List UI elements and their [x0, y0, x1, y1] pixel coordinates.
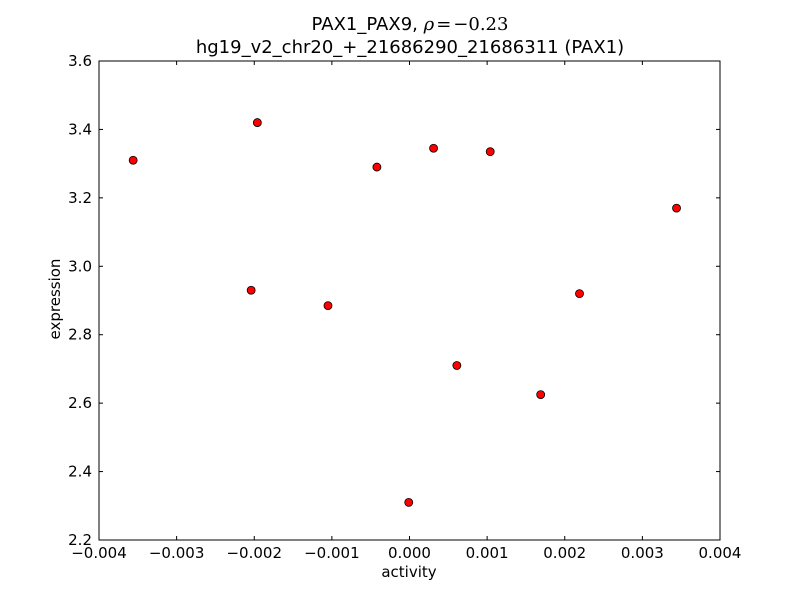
- data-point: [323, 301, 333, 311]
- data-point: [575, 289, 584, 299]
- plot-frame: [98, 60, 721, 541]
- data-point: [372, 162, 382, 172]
- y-tick-label: 3.4: [68, 120, 92, 138]
- points-layer: [128, 118, 681, 507]
- title-rho-symbol: ρ: [423, 14, 435, 35]
- x-tick-label: 0.004: [699, 544, 742, 562]
- x-tick-label: 0.000: [388, 544, 431, 562]
- title-prefix: PAX1_PAX9,: [312, 14, 424, 35]
- data-point: [536, 390, 546, 399]
- data-point: [252, 118, 262, 127]
- x-tick-label: −0.002: [226, 544, 282, 562]
- chart-title-line1: PAX1_PAX9, ρ = −0.23: [312, 14, 509, 35]
- y-tick-label: 3.2: [68, 189, 92, 207]
- ticks-layer: −0.004 −0.003 −0.002 −0.001 0.000 0.001 0.002 0…: [68, 52, 741, 562]
- data-point: [246, 285, 256, 295]
- x-tick-label: 0.003: [621, 544, 664, 562]
- data-point: [672, 203, 681, 213]
- data-point: [485, 147, 495, 157]
- y-tick-label: 2.4: [68, 463, 92, 481]
- y-tick-label: 3.0: [68, 257, 92, 275]
- x-tick-label: −0.001: [304, 544, 360, 562]
- y-tick-label: 2.6: [68, 394, 92, 412]
- x-tick-label: 0.002: [543, 544, 586, 562]
- x-tick-label: −0.004: [71, 544, 127, 562]
- x-tick-label: −0.003: [149, 544, 205, 562]
- data-point: [128, 155, 138, 165]
- x-tick-label: 0.001: [466, 544, 509, 562]
- chart-title-line2: hg19_v2_chr20_+_21686290_21686311 (PAX1): [196, 37, 624, 58]
- data-point: [429, 143, 438, 153]
- y-tick-label: 2.8: [68, 326, 92, 344]
- y-tick-label: 2.2: [68, 531, 92, 549]
- data-point: [404, 497, 414, 507]
- y-axis-label: expression: [46, 259, 64, 340]
- data-point: [452, 361, 462, 370]
- title-rho-value: −0.23: [453, 14, 508, 35]
- title-rho-equals: =: [436, 14, 451, 35]
- y-tick-label: 3.6: [68, 52, 92, 70]
- x-axis-label: activity: [381, 563, 436, 581]
